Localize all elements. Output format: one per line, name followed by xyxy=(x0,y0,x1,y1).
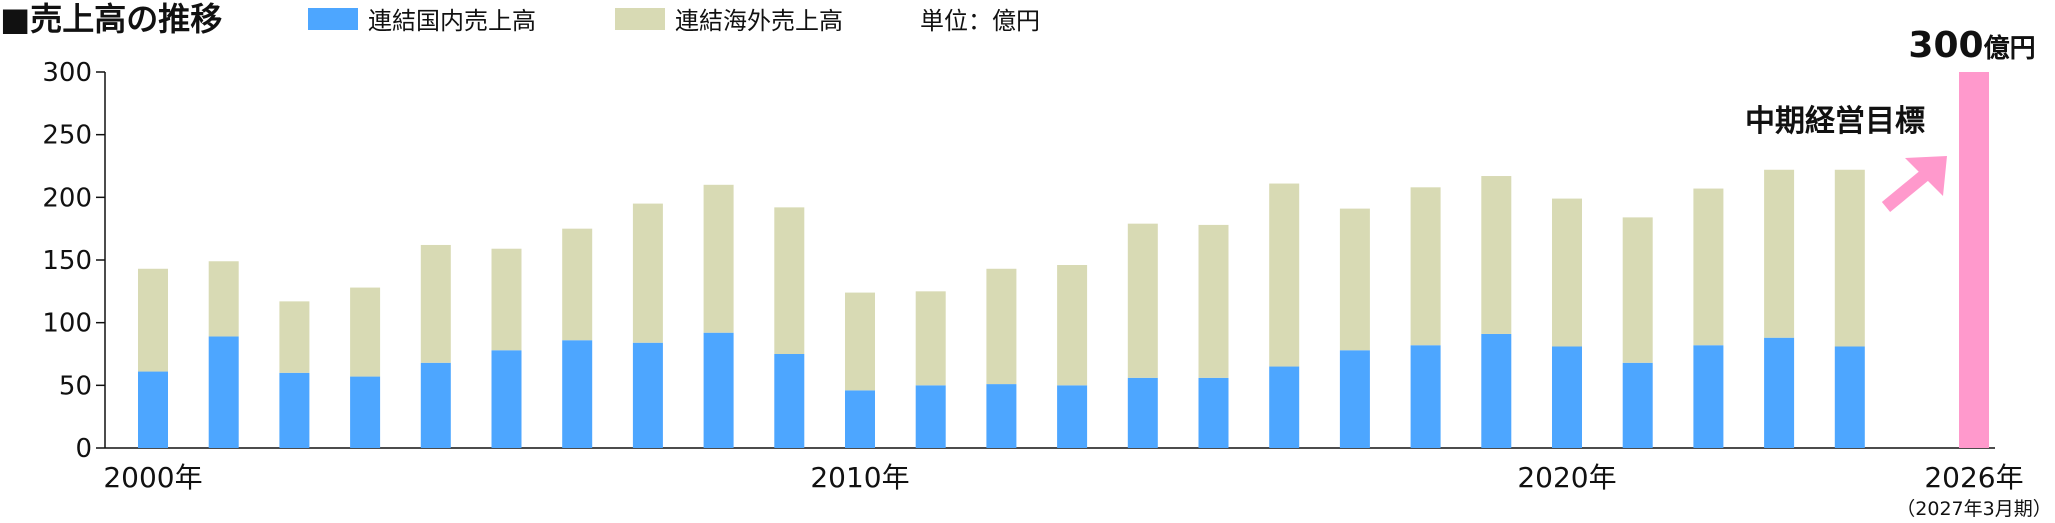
x-tick-label: 2000年 xyxy=(103,461,202,494)
bar-domestic xyxy=(1552,346,1582,448)
bar-overseas xyxy=(562,228,593,341)
bar-overseas xyxy=(1339,208,1370,351)
bar-overseas xyxy=(279,301,310,373)
bar-overseas xyxy=(208,261,239,337)
bar-domestic xyxy=(1834,346,1865,448)
y-tick-label: 250 xyxy=(42,121,92,151)
bar-domestic xyxy=(1410,345,1441,448)
bar-domestic xyxy=(1481,333,1512,448)
bar-domestic xyxy=(420,362,451,448)
bar-overseas xyxy=(774,207,805,354)
bar-domestic xyxy=(350,376,381,448)
bar-overseas xyxy=(845,292,875,391)
bar-overseas xyxy=(1057,265,1088,386)
x-tick-label: 2026年 xyxy=(1924,461,2023,494)
bar-domestic xyxy=(915,385,946,448)
bar-overseas xyxy=(1481,176,1512,334)
bar-domestic xyxy=(1764,337,1795,448)
x-tick-sublabel: （2027年3月期） xyxy=(1896,498,2051,520)
target-value-unit: 億円 xyxy=(1984,34,2036,64)
target-value-number: 300 xyxy=(1908,25,1983,66)
y-tick-label: 100 xyxy=(42,309,92,339)
y-tick-label: 0 xyxy=(75,434,92,464)
target-arrow xyxy=(1881,156,1947,213)
bar-domestic xyxy=(562,340,593,448)
y-tick-label: 200 xyxy=(42,183,92,213)
bar-domestic xyxy=(632,342,663,448)
bar-overseas xyxy=(703,184,734,333)
bar-domestic xyxy=(774,354,805,448)
target-value-label: 300億円 xyxy=(1908,25,2035,66)
y-tick-label: 50 xyxy=(59,371,92,401)
bar-overseas xyxy=(632,203,663,343)
legend-swatch-domestic xyxy=(308,8,358,30)
bar-target xyxy=(1959,72,1989,448)
bar-domestic xyxy=(138,371,168,448)
x-tick-label: 2010年 xyxy=(810,461,909,494)
y-tick-label: 300 xyxy=(42,58,92,88)
bar-domestic xyxy=(208,336,239,448)
bar-overseas xyxy=(1693,188,1724,346)
bar-overseas xyxy=(1834,169,1865,347)
legend-label-overseas: 連結海外売上高 xyxy=(675,7,843,35)
bar-overseas xyxy=(1198,224,1229,378)
bar-domestic xyxy=(986,384,1017,448)
bar-domestic xyxy=(1198,377,1229,448)
bar-domestic xyxy=(1127,377,1158,448)
bar-overseas xyxy=(1410,187,1441,346)
bar-overseas xyxy=(1552,198,1582,347)
legend-swatch-overseas xyxy=(615,8,665,30)
bar-domestic xyxy=(1057,385,1088,448)
bar-overseas xyxy=(1269,183,1300,367)
bar-overseas xyxy=(350,287,381,377)
bar-overseas xyxy=(491,248,522,351)
bar-overseas xyxy=(1622,217,1653,363)
unit-label: 単位：億円 xyxy=(920,7,1040,35)
y-tick-label: 150 xyxy=(42,246,92,276)
bar-overseas xyxy=(420,244,451,363)
bar-overseas xyxy=(1764,169,1795,338)
bar-domestic xyxy=(1269,366,1300,448)
bar-overseas xyxy=(138,268,168,372)
bar-domestic xyxy=(1622,362,1653,448)
bar-domestic xyxy=(703,332,734,448)
bar-domestic xyxy=(845,390,875,448)
bar-overseas xyxy=(986,268,1017,385)
bar-overseas xyxy=(1127,223,1158,378)
x-tick-label: 2020年 xyxy=(1517,461,1616,494)
bar-domestic xyxy=(1339,350,1370,448)
chart-title: ■売上高の推移 xyxy=(0,0,222,38)
bar-domestic xyxy=(491,350,522,448)
bar-domestic xyxy=(279,372,310,448)
legend-label-domestic: 連結国内売上高 xyxy=(368,7,536,35)
bar-overseas xyxy=(915,291,946,386)
target-label: 中期経営目標 xyxy=(1745,104,1925,139)
bar-domestic xyxy=(1693,345,1724,448)
